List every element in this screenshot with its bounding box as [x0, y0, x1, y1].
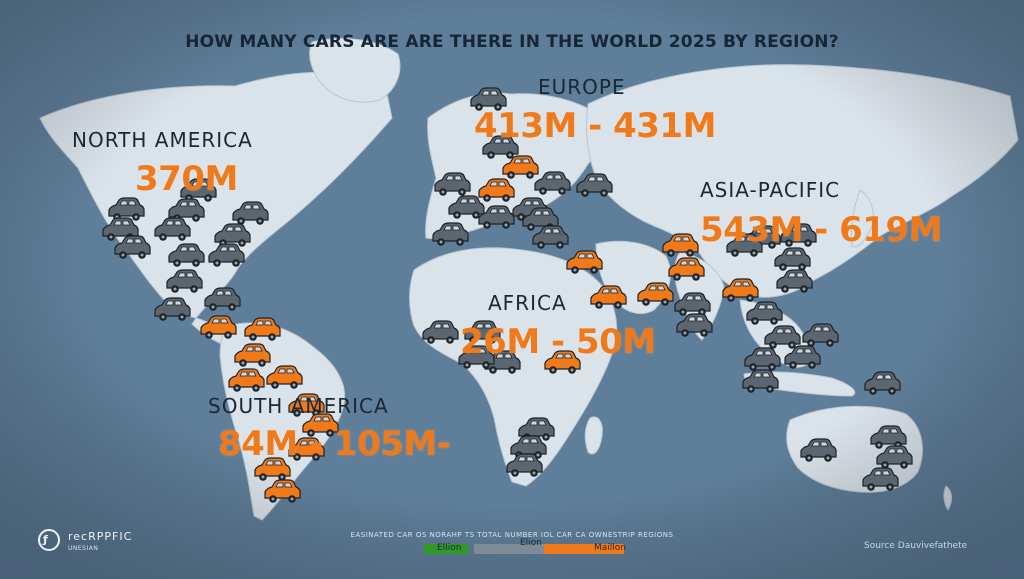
logo-name: recRPPFIC [68, 530, 133, 543]
car-icon [776, 269, 813, 293]
legend-swatch-green [424, 544, 468, 554]
legend: Ellion Elion Maillon [424, 538, 634, 555]
car-icon [722, 278, 759, 302]
car-icon [302, 413, 339, 437]
region-name-europe: EUROPE [538, 75, 626, 99]
car-icon [870, 425, 907, 449]
region-name-south-america: SOUTH AMERICA [208, 394, 389, 418]
car-icon [746, 301, 783, 325]
car-icon [108, 197, 145, 221]
car-icon [534, 171, 571, 195]
car-icon [674, 292, 711, 316]
car-icon [726, 233, 763, 257]
logo-circle-icon [38, 529, 60, 551]
car-icon [506, 453, 543, 477]
car-icon [288, 437, 325, 461]
car-icon [204, 287, 241, 311]
car-icon [764, 325, 801, 349]
car-icon [180, 178, 217, 202]
region-value-south-america: 84M - 105M- [218, 424, 451, 464]
region-value-europe: 413M - 431M [474, 106, 716, 146]
car-icon [522, 207, 559, 231]
car-icon [784, 345, 821, 369]
car-icon [532, 225, 569, 249]
car-icon [668, 257, 705, 281]
car-icon [234, 343, 271, 367]
car-icon [774, 247, 811, 271]
region-name-north-america: NORTH AMERICA [72, 128, 253, 152]
source-credit: Source Dauvivefathete [864, 541, 968, 551]
car-icon [168, 198, 205, 222]
car-icon [154, 297, 191, 321]
car-icons [102, 87, 913, 503]
legend-label-gray: Elion [520, 538, 542, 548]
car-icon [154, 217, 191, 241]
car-icon [478, 205, 515, 229]
car-icon [254, 457, 291, 481]
legend-swatch-gray [474, 544, 564, 554]
car-icon [434, 172, 471, 196]
car-icon [862, 467, 899, 491]
car-icon [266, 365, 303, 389]
car-icon [200, 315, 237, 339]
car-icon [422, 320, 459, 344]
legend-label-green: Ellion [437, 543, 462, 553]
car-icon [676, 313, 713, 337]
car-icon [208, 243, 245, 267]
car-icon [864, 371, 901, 395]
car-icon [742, 369, 779, 393]
car-icon [876, 445, 913, 469]
car-icon [114, 235, 151, 259]
region-name-africa: AFRICA [488, 291, 567, 315]
car-icon [458, 345, 495, 369]
car-icon [802, 323, 839, 347]
legend-swatch-orange [544, 544, 624, 554]
logo-mark-icon: ƒ [43, 533, 48, 546]
page-title: HOW MANY CARS ARE ARE THERE IN THE WORLD… [185, 32, 839, 52]
car-icon [432, 222, 469, 246]
car-icon [470, 87, 507, 111]
car-icon [662, 233, 699, 257]
car-icon [780, 223, 817, 247]
region-value-north-america: 370M [135, 159, 238, 199]
car-icon [228, 368, 265, 392]
car-icon [232, 201, 269, 225]
car-icon [166, 269, 203, 293]
legend-label-orange: Maillon [594, 543, 626, 553]
car-icon [518, 417, 555, 441]
car-icon [168, 243, 205, 267]
car-icon [502, 155, 539, 179]
car-icon [637, 282, 674, 306]
car-icon [544, 350, 581, 374]
footer-note: EASINATED CAR OS NORAHP TS TOTAL NUMBER … [350, 531, 674, 539]
region-value-asia-pacific: 543M - 619M [700, 210, 942, 250]
car-icon [478, 178, 515, 202]
region-value-africa: 26M - 50M [460, 322, 656, 362]
car-icon [800, 438, 837, 462]
car-icon [590, 285, 627, 309]
car-icon [464, 320, 501, 344]
car-icon [448, 195, 485, 219]
car-icon [744, 347, 781, 371]
car-icon [244, 317, 281, 341]
logo-subtitle: UNESIAN [68, 545, 99, 552]
car-icon [264, 479, 301, 503]
car-icon [566, 250, 603, 274]
car-icon [482, 135, 519, 159]
car-icon [576, 173, 613, 197]
region-name-asia-pacific: ASIA-PACIFIC [700, 178, 841, 202]
